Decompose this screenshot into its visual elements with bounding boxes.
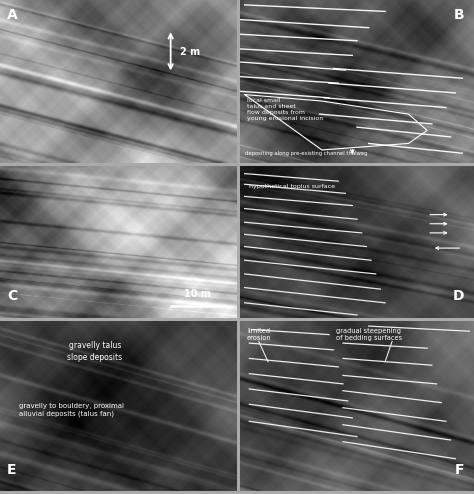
Text: gravelly talus
slope deposits: gravelly talus slope deposits [67,341,122,362]
Text: D: D [453,289,465,303]
Text: E: E [7,463,17,477]
Text: A: A [7,8,18,22]
Text: 2 m: 2 m [180,47,200,57]
Text: hypothetical toplus surface: hypothetical toplus surface [249,184,336,189]
Text: B: B [454,8,465,22]
Text: gravelly to bouldery, proximal
alluvial deposits (talus fan): gravelly to bouldery, proximal alluvial … [19,403,124,416]
Text: depositing along pre-existing channel thalweg: depositing along pre-existing channel th… [245,152,367,157]
Text: C: C [7,289,18,303]
Text: local small
talus and sheet
flow deposits from
young erosional incision: local small talus and sheet flow deposit… [247,98,323,122]
Text: gradual steepening
of bedding surfaces: gradual steepening of bedding surfaces [336,328,402,341]
Text: F: F [455,463,465,477]
Text: 10 m: 10 m [184,288,211,299]
Text: limited
erosion: limited erosion [246,328,271,341]
